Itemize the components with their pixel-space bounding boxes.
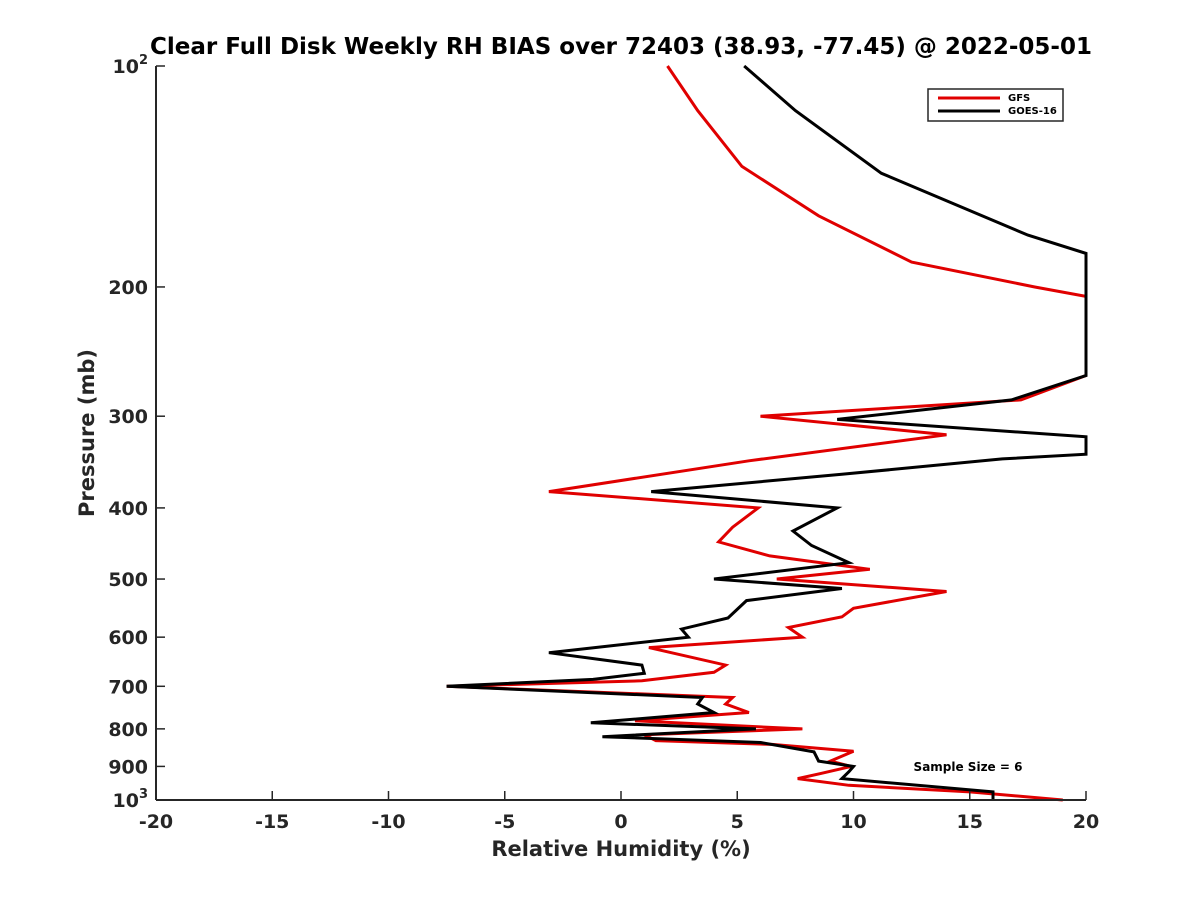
x-tick-label: -20 <box>139 811 173 833</box>
x-tick-label: 0 <box>614 811 627 833</box>
x-tick-label: 5 <box>731 811 744 833</box>
legend-label-gfs: GFS <box>1008 93 1030 104</box>
y-tick-label: 300 <box>108 406 148 428</box>
x-tick-label: -15 <box>255 811 289 833</box>
y-tick-label: 600 <box>108 627 148 649</box>
y-tick-label: 200 <box>108 277 148 299</box>
y-tick-label: 103 <box>113 787 149 812</box>
y-tick-label: 800 <box>108 719 148 741</box>
legend: GFS GOES-16 <box>927 88 1064 122</box>
y-tick-label: 500 <box>108 569 148 591</box>
y-tick-label: 700 <box>108 676 148 698</box>
series-line-goes-16 <box>446 64 1088 800</box>
x-axis-ticks: -20 -15 -10 -5 0 5 10 15 20 <box>139 791 1099 833</box>
y-tick-label: 400 <box>108 498 148 520</box>
x-tick-label: -10 <box>371 811 405 833</box>
plot-area-frame <box>156 66 1086 800</box>
x-axis-label: Relative Humidity (%) <box>491 837 750 861</box>
sample-size-annotation: Sample Size = 6 <box>914 760 1023 774</box>
series-layer <box>446 64 1088 802</box>
legend-box <box>927 88 1064 122</box>
y-tick-label: 102 <box>113 53 149 78</box>
legend-label-goes-16: GOES-16 <box>1008 106 1057 117</box>
y-tick-label: 900 <box>108 756 148 778</box>
x-tick-label: 15 <box>957 811 983 833</box>
x-tick-label: 20 <box>1073 811 1099 833</box>
x-tick-label: -5 <box>494 811 515 833</box>
chart-title: Clear Full Disk Weekly RH BIAS over 7240… <box>150 34 1092 60</box>
x-tick-label: 10 <box>840 811 866 833</box>
y-axis-label: Pressure (mb) <box>75 349 99 517</box>
y-axis-ticks: 102 200 300 400 500 600 700 800 900 103 <box>108 53 165 812</box>
